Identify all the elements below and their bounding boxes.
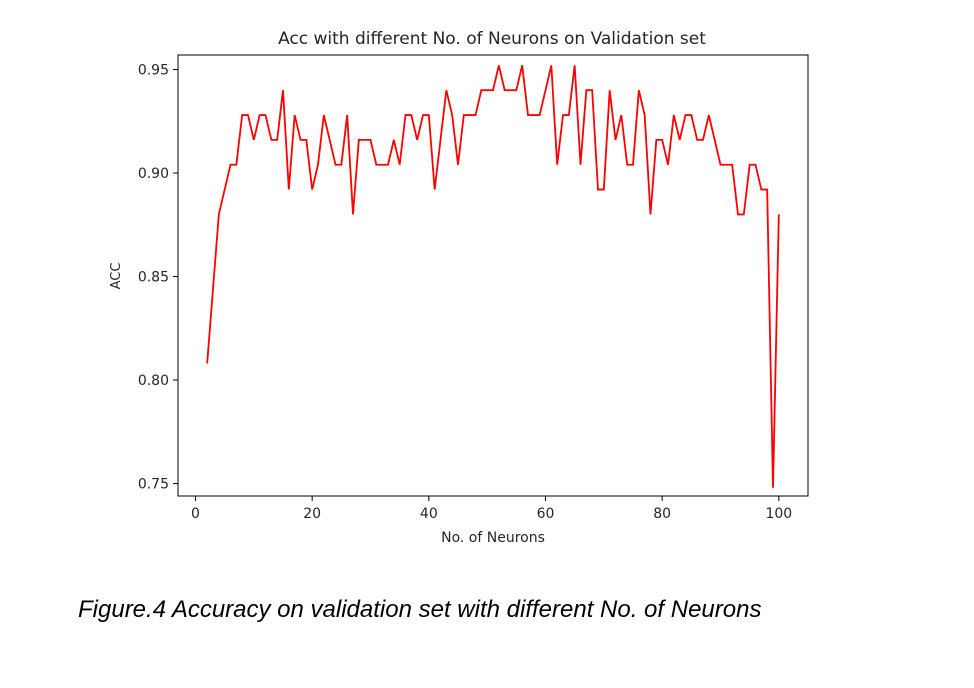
x-axis-label: No. of Neurons xyxy=(441,530,545,546)
y-tick-label: 0.90 xyxy=(138,166,169,182)
y-tick-label: 0.80 xyxy=(138,373,169,389)
chart-title: Acc with different No. of Neurons on Val… xyxy=(278,29,706,49)
x-tick-label: 100 xyxy=(765,506,792,522)
y-tick-label: 0.95 xyxy=(138,62,169,78)
x-tick-label: 0 xyxy=(191,506,200,522)
x-tick-label: 60 xyxy=(537,506,555,522)
axis-ticks: 0 20 40 60 80 100 0.75 0.80 0.85 0.90 0.95 xyxy=(138,62,792,522)
x-tick-label: 80 xyxy=(653,506,671,522)
y-axis-label: ACC xyxy=(109,263,124,290)
x-tick-label: 20 xyxy=(303,506,321,522)
accuracy-line-chart: Acc with different No. of Neurons on Val… xyxy=(109,29,809,546)
x-tick-label: 40 xyxy=(420,506,438,522)
plot-frame xyxy=(177,54,809,497)
y-tick-label: 0.85 xyxy=(138,270,169,286)
y-tick-label: 0.75 xyxy=(138,477,169,493)
figure-caption: Figure.4 Accuracy on validation set with… xyxy=(78,596,762,623)
series-line xyxy=(206,65,780,488)
